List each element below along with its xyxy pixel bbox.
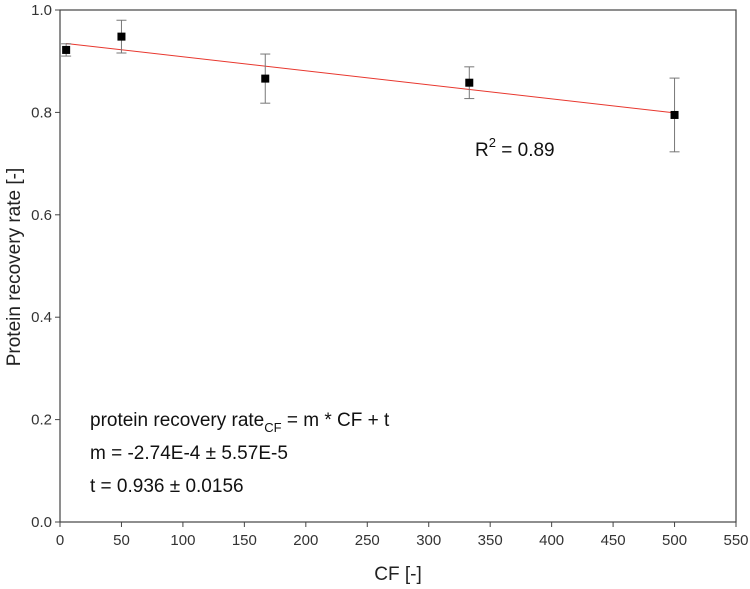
y-axis-title: Protein recovery rate [-]: [4, 168, 25, 367]
equation-label: protein recovery rateCF = m * CF + t: [90, 410, 390, 435]
fit-line: [66, 42, 675, 114]
x-tick-label: 400: [539, 532, 564, 549]
y-tick-label: 0.2: [31, 412, 52, 429]
data-point: [62, 45, 71, 54]
data-point: [117, 32, 126, 41]
r-squared-label: R2 = 0.89: [475, 135, 555, 161]
plot-border: [59, 9, 737, 523]
y-tick-label: 1.0: [31, 2, 52, 19]
y-tick-label: 0.6: [31, 207, 52, 224]
x-tick-label: 250: [355, 532, 380, 549]
data-point: [261, 74, 270, 83]
x-tick-label: 150: [232, 532, 257, 549]
error-bars: [61, 19, 680, 153]
data-point: [670, 110, 679, 119]
x-axis-ticks: 0 50 100 150 200 250 300 350 400 450 500 550: [56, 522, 749, 549]
data-points: [62, 32, 679, 119]
x-tick-label: 550: [723, 532, 748, 549]
x-tick-label: 450: [601, 532, 626, 549]
y-tick-label: 0.0: [31, 514, 52, 531]
x-axis-title: CF [-]: [374, 564, 422, 585]
intercept-label: t = 0.936 ± 0.0156: [90, 476, 244, 497]
equation-lhs: protein recovery rate: [90, 410, 264, 431]
y-tick-label: 0.8: [31, 104, 52, 121]
equation-subscript: CF: [264, 420, 281, 435]
slope-label: m = -2.74E-4 ± 5.57E-5: [90, 443, 288, 464]
x-tick-label: 500: [662, 532, 687, 549]
x-tick-label: 100: [170, 532, 195, 549]
plot-frame: [59, 9, 737, 523]
data-point: [465, 78, 474, 87]
y-tick-label: 0.4: [31, 309, 52, 326]
fit-line-group: [66, 42, 675, 114]
r-squared-value: = 0.89: [496, 140, 555, 161]
x-tick-label: 0: [56, 532, 64, 549]
equation-rhs: = m * CF + t: [282, 410, 390, 431]
r-squared-superscript: 2: [489, 135, 496, 150]
x-tick-label: 200: [293, 532, 318, 549]
x-tick-label: 50: [113, 532, 130, 549]
r-squared-r: R: [475, 140, 489, 161]
x-tick-label: 300: [416, 532, 441, 549]
y-axis-ticks: 0.0 0.2 0.4 0.6 0.8 1.0: [31, 2, 60, 531]
x-tick-label: 350: [478, 532, 503, 549]
